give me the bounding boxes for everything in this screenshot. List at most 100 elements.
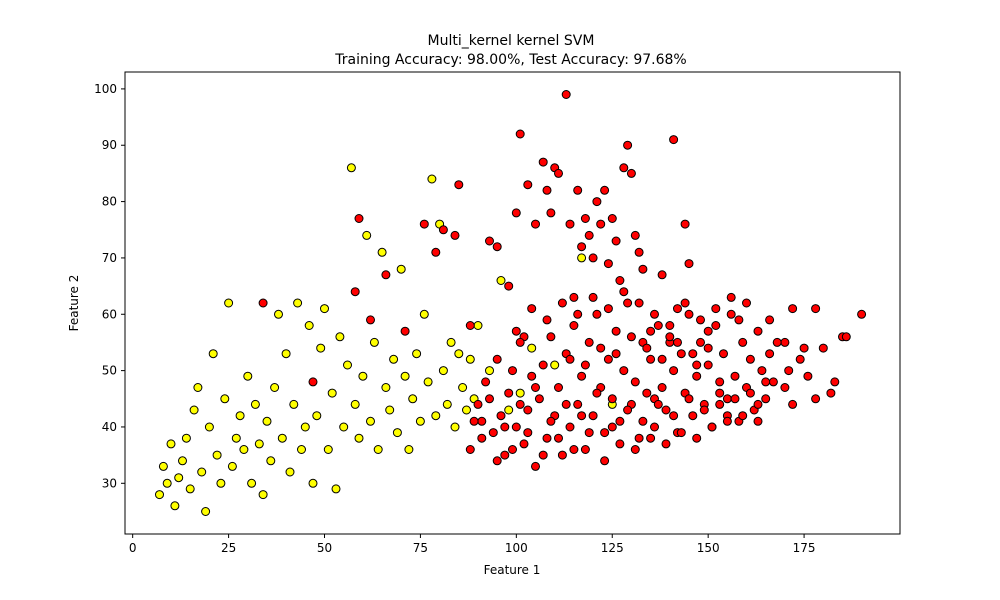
scatter-point-series-1-16 (504, 281, 514, 291)
scatter-point-series-1-202 (588, 292, 598, 302)
scatter-point-series-0-37 (297, 445, 306, 454)
scatter-point-series-1-35 (592, 197, 602, 207)
scatter-point-series-1-172 (577, 411, 587, 421)
scatter-point-series-0-41 (312, 411, 322, 421)
scatter-point-series-1-144 (757, 366, 767, 376)
scatter-point-series-1-7 (419, 219, 429, 229)
scatter-point-series-1-198 (527, 304, 537, 314)
scatter-point-series-1-175 (600, 456, 610, 466)
scatter-point-series-0-65 (404, 445, 414, 454)
x-tick-label: 50 (317, 541, 332, 555)
scatter-point-series-1-145 (761, 394, 771, 404)
scatter-point-series-1-119 (661, 405, 671, 415)
scatter-point-series-1-100 (588, 411, 598, 421)
scatter-point-series-1-101 (592, 309, 602, 319)
scatter-point-series-1-177 (615, 439, 625, 449)
scatter-point-series-1-87 (538, 360, 548, 370)
scatter-point-series-1-169 (554, 433, 563, 443)
scatter-point-series-1-189 (707, 422, 717, 432)
plot-area (125, 72, 900, 534)
scatter-point-series-1-84 (527, 371, 537, 381)
scatter-point-series-0-3 (166, 439, 176, 449)
scatter-point-series-1-81 (515, 337, 525, 347)
scatter-point-series-0-14 (208, 349, 218, 359)
scatter-point-series-1-40 (611, 236, 621, 246)
y-tick-label: 40 (102, 420, 117, 434)
scatter-point-series-1-5 (381, 270, 391, 280)
scatter-point-series-1-70 (857, 309, 867, 319)
scatter-point-series-1-204 (619, 287, 629, 297)
scatter-point-series-0-28 (262, 416, 272, 426)
scatter-point-series-1-186 (684, 394, 694, 404)
scatter-point-series-1-96 (573, 399, 583, 409)
scatter-point-series-1-171 (569, 445, 579, 454)
scatter-point-series-0-57 (373, 445, 383, 454)
scatter-point-series-1-32 (580, 214, 590, 223)
scatter-point-series-1-72 (473, 399, 483, 409)
scatter-point-series-1-116 (650, 422, 659, 432)
scatter-point-series-0-88 (527, 343, 537, 353)
scatter-point-series-1-38 (603, 259, 613, 269)
scatter-point-series-1-36 (596, 219, 606, 229)
scatter-point-series-1-137 (730, 371, 740, 381)
scatter-point-series-1-77 (500, 450, 510, 460)
scatter-point-series-1-185 (676, 428, 686, 438)
scatter-point-series-1-97 (577, 371, 587, 381)
scatter-point-series-0-4 (170, 501, 180, 511)
scatter-point-series-0-8 (185, 484, 195, 494)
scatter-point-series-1-105 (607, 394, 617, 404)
scatter-point-series-0-34 (285, 467, 295, 477)
scatter-point-series-1-34 (588, 253, 598, 263)
scatter-point-series-1-103 (600, 428, 610, 438)
scatter-point-series-1-200 (557, 298, 567, 308)
scatter-point-series-0-58 (377, 247, 387, 257)
scatter-point-series-1-50 (657, 270, 667, 280)
scatter-point-series-1-66 (799, 343, 809, 353)
scatter-point-series-0-21 (235, 411, 245, 421)
scatter-point-series-0-84 (485, 366, 494, 376)
scatter-point-series-1-95 (569, 321, 579, 330)
scatter-point-series-1-207 (665, 321, 675, 330)
scatter-point-series-0-67 (412, 349, 422, 359)
scatter-point-series-0-49 (343, 360, 352, 370)
chart-subtitle: Training Accuracy: 98.00%, Test Accuracy… (334, 52, 687, 68)
scatter-point-series-0-39 (304, 321, 314, 330)
scatter-point-series-1-151 (788, 399, 798, 409)
scatter-point-series-1-109 (623, 298, 633, 308)
plot-frame (124, 71, 901, 535)
scatter-point-series-1-153 (803, 371, 813, 381)
scatter-point-series-1-80 (511, 422, 521, 432)
scatter-point-series-1-61 (742, 298, 751, 308)
scatter-point-series-1-55 (684, 259, 694, 269)
scatter-point-series-1-99 (584, 337, 594, 347)
scatter-point-series-1-63 (765, 315, 775, 325)
scatter-point-series-1-135 (722, 394, 732, 404)
scatter-point-series-1-216 (626, 332, 636, 342)
scatter-point-series-1-167 (538, 450, 548, 460)
scatter-point-series-1-217 (642, 343, 652, 353)
scatter-point-series-1-125 (684, 309, 694, 319)
x-tick-label: 75 (413, 541, 428, 555)
scatter-point-series-1-26 (554, 168, 563, 178)
scatter-point-series-1-71 (465, 445, 475, 454)
scatter-point-series-1-219 (673, 337, 682, 347)
scatter-point-series-1-152 (795, 354, 805, 364)
scatter-point-series-0-33 (281, 349, 291, 359)
scatter-point-series-1-120 (665, 332, 675, 342)
scatter-point-series-0-16 (216, 478, 226, 488)
scatter-point-series-1-85 (531, 461, 540, 471)
y-tick-label: 60 (102, 307, 117, 321)
y-tick-label: 90 (102, 138, 117, 152)
scatter-point-series-1-194 (745, 388, 755, 398)
scatter-point-series-1-133 (715, 388, 725, 398)
scatter-point-series-1-107 (615, 416, 625, 426)
scatter-point-series-1-14 (485, 236, 494, 246)
scatter-point-series-0-69 (419, 309, 429, 319)
scatter-point-series-0-0 (155, 490, 164, 500)
y-tick-label: 70 (102, 251, 117, 265)
scatter-point-series-1-45 (630, 230, 640, 240)
scatter-point-series-1-199 (542, 315, 552, 325)
scatter-point-series-0-9 (189, 405, 199, 415)
scatter-point-series-1-54 (680, 219, 690, 229)
scatter-point-series-1-10 (450, 230, 460, 240)
